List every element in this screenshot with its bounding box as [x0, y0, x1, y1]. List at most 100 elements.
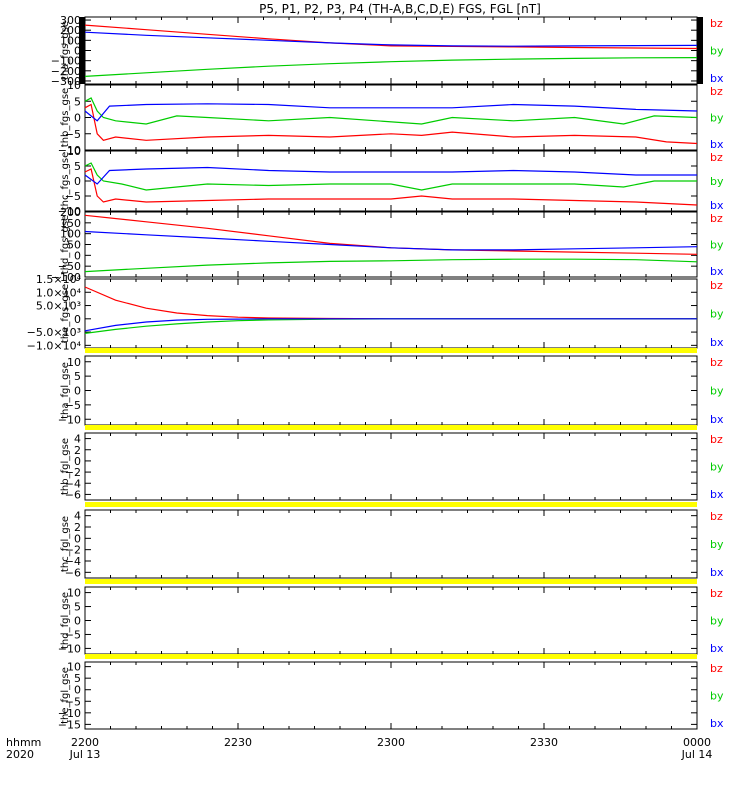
data-gap-bar	[85, 348, 697, 353]
legend-bx: bx	[710, 642, 724, 655]
panel-frame	[84, 661, 698, 730]
panel-frame	[84, 586, 698, 655]
y-tick-label: 5	[74, 672, 81, 685]
panel-frame	[84, 150, 698, 212]
legend-by: by	[710, 112, 724, 125]
y-tick-label: −5.0×10³	[27, 326, 81, 339]
y-tick-label: −6	[65, 488, 81, 501]
data-gap-bar	[85, 502, 697, 507]
legend-bx: bx	[710, 717, 724, 730]
y-tick-label: 50	[67, 239, 81, 252]
legend-bx: bx	[710, 566, 724, 579]
y-tick-label: −2	[65, 544, 81, 557]
y-tick-label: 0	[74, 684, 81, 697]
y-tick-label: 200	[60, 24, 81, 37]
y-axis-label: thb_fgs_gse	[60, 88, 71, 147]
legend-by: by	[710, 538, 724, 551]
y-tick-label: −100	[51, 271, 81, 284]
y-tick-label: 100	[60, 228, 81, 241]
y-tick-label: −10	[58, 707, 81, 720]
y-tick-label: 0	[74, 313, 81, 326]
y-tick-label: 2	[74, 521, 81, 534]
y-tick-label: −50	[58, 260, 81, 273]
y-tick-label: 10	[67, 145, 81, 158]
legend-bz: bz	[710, 85, 723, 98]
x-tick-label: 2300	[377, 736, 405, 749]
y-tick-label: 150	[60, 217, 81, 230]
series-line-bx	[84, 318, 697, 332]
edge-bar-right	[697, 17, 703, 84]
series-line-bz	[84, 286, 697, 320]
legend-bz: bz	[710, 587, 723, 600]
y-tick-label: −5	[65, 399, 81, 412]
y-tick-label: −4	[65, 555, 81, 568]
y-tick-label: 0	[74, 615, 81, 628]
y-axis-label: thc_fgl_gse	[60, 516, 71, 572]
y-axis-label: the_fgs_gse	[60, 284, 71, 343]
series-line-bx	[84, 103, 698, 122]
y-tick-label: −10	[58, 205, 81, 218]
y-tick-label: 4	[74, 510, 81, 523]
y-tick-label: 10	[67, 356, 81, 369]
series-line-by	[84, 258, 698, 273]
y-tick-label: −5	[65, 628, 81, 641]
data-gap-bar	[85, 425, 697, 430]
y-axis-label: thd_fgl_gse	[60, 592, 71, 649]
legend-bx: bx	[710, 199, 724, 212]
y-tick-label: −5	[65, 695, 81, 708]
y-axis-label: thd_fgs_gse	[60, 215, 71, 274]
y-tick-label: 5.0×10³	[36, 300, 81, 313]
y-tick-label: 100	[60, 34, 81, 47]
y-tick-label: −6	[65, 566, 81, 579]
legend-by: by	[710, 615, 724, 628]
y-tick-label: 4	[74, 433, 81, 446]
x-tick-label: 2230	[224, 736, 252, 749]
y-tick-label: −300	[51, 75, 81, 88]
x-tick-label: 0000	[683, 736, 711, 749]
x-tick-label: 2330	[530, 736, 558, 749]
y-tick-label: 1.0×10⁴	[36, 286, 82, 299]
legend-bx: bx	[710, 413, 724, 426]
legend-bx: bx	[710, 72, 724, 85]
y-axis-label: tha_fgs_gse	[60, 21, 71, 80]
series-line-by	[84, 162, 697, 191]
y-tick-label: 5	[74, 370, 81, 383]
series-line-bz	[84, 103, 698, 145]
y-tick-label: −10	[58, 144, 81, 157]
panel-frame	[84, 355, 698, 426]
y-tick-label: 2	[74, 444, 81, 457]
y-tick-label: −1.0×10⁴	[27, 339, 82, 352]
legend-by: by	[710, 45, 724, 58]
panel-frame	[84, 509, 698, 579]
y-tick-label: 0	[74, 385, 81, 398]
panel-5: 1.5×10⁴1.0×10⁴5.0×10³0−5.0×10³−1.0×10⁴th…	[27, 273, 724, 352]
legend-bz: bz	[710, 433, 723, 446]
legend-bz: bz	[710, 17, 723, 30]
y-tick-label: 10	[67, 587, 81, 600]
data-gap-bar	[85, 579, 697, 584]
edge-bar-left	[79, 17, 85, 84]
series-line-bx	[84, 230, 698, 251]
y-tick-label: −5	[65, 190, 81, 203]
y-tick-label: −200	[51, 65, 81, 78]
series-line-by	[84, 318, 697, 334]
chart-title: P5, P1, P2, P3, P4 (TH-A,B,C,D,E) FGS, F…	[259, 2, 541, 16]
legend-bz: bz	[710, 662, 723, 675]
legend-bx: bx	[710, 488, 724, 501]
series-line-bx	[84, 31, 698, 47]
y-tick-label: 0	[74, 532, 81, 545]
panel-frame	[84, 16, 698, 85]
y-tick-label: 0	[74, 175, 81, 188]
legend-by: by	[710, 690, 724, 703]
y-tick-label: −4	[65, 477, 81, 490]
legend-by: by	[710, 239, 724, 252]
